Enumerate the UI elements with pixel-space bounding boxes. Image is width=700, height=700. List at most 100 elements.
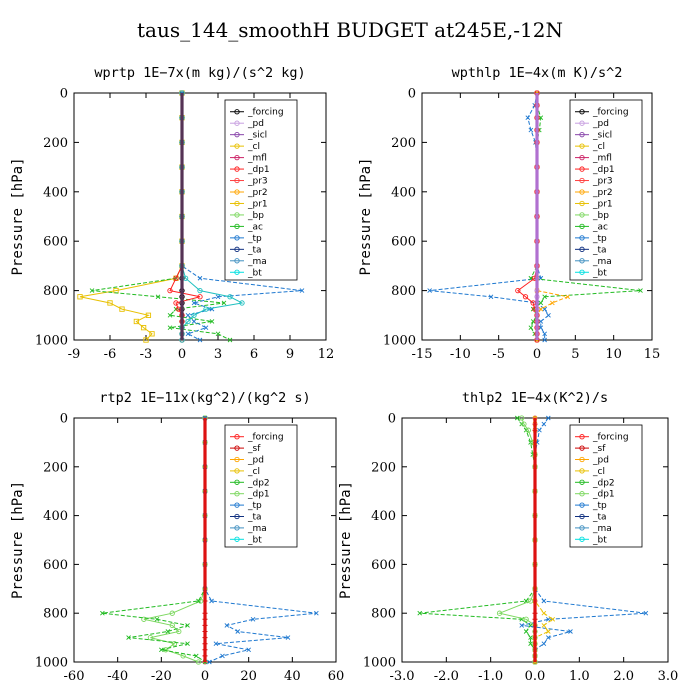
data-point xyxy=(149,331,155,337)
series-line xyxy=(419,417,536,662)
data-point xyxy=(545,635,551,640)
legend-marker xyxy=(579,166,585,172)
x-tick-label: 0 xyxy=(201,669,209,684)
y-tick-label: 1000 xyxy=(35,656,68,671)
data-point xyxy=(528,325,534,330)
legend-entry: _pd xyxy=(247,456,264,466)
data-point xyxy=(542,294,547,300)
legend-entry: _dp1 xyxy=(247,490,270,500)
legend-entry: _mfl xyxy=(247,154,267,164)
series-line xyxy=(102,418,206,663)
legend-marker xyxy=(234,166,240,172)
data-point xyxy=(215,294,221,300)
data-point xyxy=(159,647,164,653)
data-point xyxy=(546,312,551,318)
data-point xyxy=(197,275,203,281)
x-tick-label: -5 xyxy=(492,347,505,362)
x-tick-label: 12 xyxy=(318,347,335,362)
legend-marker xyxy=(579,468,585,474)
data-point xyxy=(141,616,147,622)
data-point xyxy=(246,647,251,653)
data-point xyxy=(154,616,160,622)
legend-entry: _ma xyxy=(247,524,267,534)
y-tick-label: 0 xyxy=(60,87,68,102)
data-point xyxy=(171,641,178,647)
data-point xyxy=(209,319,215,324)
data-point xyxy=(565,294,570,300)
y-tick-label: 0 xyxy=(408,87,416,102)
subplot-1: wprtp 1E−7x(m kg)/(s^2 kg) -9 -6 -3 0 3 6 9 12 0 2… xyxy=(10,65,334,362)
legend: _forcing_sf _pd_cl_dp2 _dp1_tp _ta_ma_bt xyxy=(224,424,298,548)
legend-marker xyxy=(234,120,240,126)
data-point xyxy=(514,415,520,421)
legend-entry: _forcing xyxy=(247,108,284,118)
x-tick-label: 0 xyxy=(178,347,186,362)
legend-marker xyxy=(234,200,240,207)
subplot-title: rtp2 1E−11x(kg^2)/(kg^2 s) xyxy=(99,390,310,406)
legend-marker xyxy=(579,200,585,207)
legend-marker xyxy=(579,109,585,115)
x-tick-label: -3.0 xyxy=(389,669,414,684)
data-point xyxy=(147,634,154,641)
data-point xyxy=(195,659,202,665)
x-tick-label: -15 xyxy=(412,347,433,362)
legend-entry: _cl xyxy=(592,142,605,152)
y-tick-label: 600 xyxy=(43,235,68,250)
data-point xyxy=(176,628,182,635)
x-tick-label: 10 xyxy=(605,347,622,362)
y-tick-label: 0 xyxy=(388,412,396,427)
data-point xyxy=(538,319,544,324)
legend-entry: _bt xyxy=(247,535,262,545)
legend-marker xyxy=(579,491,585,497)
legend-marker xyxy=(234,246,240,252)
legend-marker xyxy=(579,502,585,508)
legend-marker xyxy=(234,258,240,264)
data-point xyxy=(538,325,544,330)
data-point xyxy=(119,306,125,312)
legend-marker xyxy=(234,434,240,440)
y-tick-label: 1000 xyxy=(35,334,68,349)
legend-entry: _sicl xyxy=(592,131,612,141)
y-tick-label: 600 xyxy=(391,235,416,250)
data-point xyxy=(417,610,423,616)
legend-marker xyxy=(579,154,585,161)
subplot-4: thlp2 1E−4x(K^2)/s -3.0 -2.0 -1.0 0.0 1.0 2.0 3… xyxy=(338,390,678,684)
legend-marker xyxy=(579,258,585,264)
legend: _forcing_sf _pd_cl_dp2 _dp1_tp _ta_ma_bt xyxy=(569,424,643,548)
data-point xyxy=(550,300,555,306)
legend: _forcing_pd _sicl_cl _mfl_dp1 _pr3_pr2_pr1 _… xyxy=(224,99,298,281)
series-ac xyxy=(89,90,233,343)
x-tick-label: 60 xyxy=(328,669,345,684)
legend-entry: _bt xyxy=(247,268,262,278)
x-tick-label: 2.0 xyxy=(613,669,634,684)
series-dp2 xyxy=(100,415,208,665)
data-point xyxy=(528,127,534,133)
legend-marker xyxy=(234,536,240,542)
data-point xyxy=(541,641,547,647)
data-point xyxy=(197,337,203,343)
data-point xyxy=(197,294,203,300)
x-tick-label: 3 xyxy=(214,347,222,362)
data-point xyxy=(521,421,527,427)
data-point xyxy=(299,288,305,293)
legend-entry: _sf xyxy=(247,444,261,454)
subplot-3: rtp2 1E−11x(kg^2)/(kg^2 s) -60 -40 -20 0 20 40… xyxy=(10,390,344,684)
data-point xyxy=(522,294,529,300)
y-tick-label: 800 xyxy=(371,607,396,622)
legend-marker xyxy=(234,491,240,497)
data-point xyxy=(525,427,531,433)
legend-entry: _cl xyxy=(247,467,260,477)
x-tick-label: -9 xyxy=(68,347,81,362)
data-point xyxy=(285,635,291,640)
legend-marker xyxy=(579,143,585,149)
data-point xyxy=(541,623,547,628)
data-point xyxy=(203,325,209,330)
data-point xyxy=(140,325,147,331)
data-point xyxy=(185,312,191,318)
legend-entry: _forcing xyxy=(592,433,629,443)
data-point xyxy=(191,319,197,324)
data-point xyxy=(545,415,551,421)
x-tick-label: -2.0 xyxy=(434,669,459,684)
legend-entry: _dp1 xyxy=(592,490,615,500)
legend-entry: _ta xyxy=(247,245,262,255)
